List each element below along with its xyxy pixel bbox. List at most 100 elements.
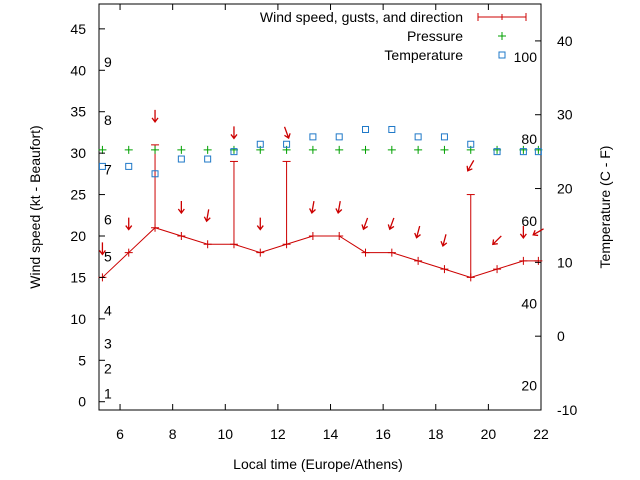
temperature-point (125, 162, 133, 170)
pressure-point (440, 145, 449, 154)
temperature-point (534, 148, 542, 156)
wind-direction-arrow-shape (492, 235, 502, 246)
pressure-point (151, 145, 160, 154)
x-tick-label: 18 (428, 426, 444, 442)
fahrenheit-label: 80 (521, 131, 537, 147)
wind-direction-arrow (283, 126, 291, 140)
wind-direction-arrow (203, 209, 211, 223)
x-tick-label: 10 (217, 426, 233, 442)
legend-label-wind: Wind speed, gusts, and direction (260, 9, 463, 25)
beaufort-label: 9 (104, 54, 112, 70)
scale-labels: 1 2 3 4 5 6 7 8 9 20 40 60 80 100 (104, 49, 537, 401)
temperature-point (440, 133, 448, 141)
pressure-point (203, 145, 212, 154)
wind-direction-arrow-shape (387, 217, 395, 231)
temperature-point (335, 133, 343, 141)
wind-speed-point (534, 256, 543, 265)
wind-direction-arrow (177, 201, 185, 215)
wind-direction-arrow (361, 217, 369, 231)
pressure-point (361, 145, 370, 154)
wind-direction-arrow (466, 160, 475, 172)
wind-direction-arrow (230, 126, 238, 140)
beaufort-label: 5 (104, 249, 112, 265)
wind-direction-arrow (414, 225, 421, 239)
y-left-tick-label: 5 (78, 352, 86, 368)
axis-ticks: 6 8 10 12 14 16 18 20 22051015202530354045-10010… (70, 4, 577, 442)
wind-speed-point (414, 256, 423, 265)
y-left-tick-label: 10 (70, 311, 86, 327)
temperature-point (204, 155, 212, 163)
wind-direction-arrow-shape (230, 126, 238, 140)
pressure-point (177, 145, 186, 154)
y-left-tick-label: 35 (70, 104, 86, 120)
temperature-point (493, 148, 501, 156)
pressure-point (414, 145, 423, 154)
y-right-tick-label: 40 (557, 33, 573, 49)
legend-swatch-temperature (498, 51, 506, 59)
temperature-point (362, 125, 370, 133)
y-left-tick-label: 15 (70, 269, 86, 285)
wind-direction-arrow-shape (256, 217, 264, 231)
wind-direction-arrow (125, 217, 133, 231)
wind-direction-arrow (151, 109, 159, 123)
temperature-point (414, 133, 422, 141)
y-right-tick-label: 0 (557, 328, 565, 344)
temperature-point (388, 125, 396, 133)
temperature-point (283, 140, 291, 148)
wind-speed-point (308, 232, 317, 240)
y-right-tick-label: 30 (557, 107, 573, 123)
legend-label-temperature: Temperature (384, 47, 463, 63)
x-tick-label: 12 (270, 426, 286, 442)
fahrenheit-label: 40 (521, 296, 537, 312)
wind-direction-arrow (492, 235, 502, 246)
beaufort-label: 3 (104, 336, 112, 352)
wind-direction-arrow (440, 234, 448, 247)
plot-frame (98, 3, 542, 411)
temperature-point (519, 148, 527, 156)
x-tick-label: 8 (169, 426, 177, 442)
wind-direction-arrow-shape (361, 217, 369, 231)
wind-speed-point (203, 240, 212, 249)
wind-speed-point (361, 248, 370, 257)
legend-swatch-wind (477, 13, 527, 21)
pressure-point (124, 145, 133, 154)
x-tick-label: 20 (481, 426, 497, 442)
series-marks (98, 109, 544, 282)
temperature-point (256, 140, 264, 148)
wind-direction-arrow (532, 228, 544, 237)
y-right-axis-title: Temperature (C - F) (597, 146, 613, 269)
wind-direction-arrow-shape (466, 160, 475, 172)
wind-direction-arrow-shape (98, 242, 106, 256)
wind-direction-arrow (309, 200, 316, 214)
beaufort-label: 2 (104, 361, 112, 377)
wind-direction-arrow-shape (177, 201, 185, 215)
wind-direction-arrow-shape (519, 225, 527, 239)
y-left-tick-label: 20 (70, 228, 86, 244)
y-left-tick-label: 0 (78, 394, 86, 410)
plot-area (98, 3, 542, 411)
x-tick-label: 14 (323, 426, 339, 442)
wind-direction-arrow-shape (151, 109, 159, 123)
x-tick-label: 6 (116, 426, 124, 442)
y-left-tick-label: 25 (70, 187, 86, 203)
wind-speed-point (256, 248, 265, 257)
wind-direction-arrow (98, 242, 106, 256)
beaufort-label: 7 (104, 162, 112, 178)
pressure-point (335, 145, 344, 154)
legend-label-pressure: Pressure (407, 28, 463, 44)
fahrenheit-label: 100 (514, 49, 538, 65)
beaufort-label: 1 (104, 385, 112, 401)
y-left-tick-label: 30 (70, 145, 86, 161)
wind-direction-arrow (519, 225, 527, 239)
wind-direction-arrow (387, 217, 395, 231)
legend-swatch-pressure (498, 32, 506, 40)
pressure-point (308, 145, 317, 154)
y-left-tick-label: 40 (70, 62, 86, 78)
wind-direction-arrow-shape (532, 228, 544, 237)
wind-speed-point (124, 248, 133, 257)
temperature-point (467, 140, 475, 148)
wind-speed-line (102, 227, 539, 278)
y-left-tick-label: 45 (70, 21, 86, 37)
pressure-point (98, 145, 107, 154)
